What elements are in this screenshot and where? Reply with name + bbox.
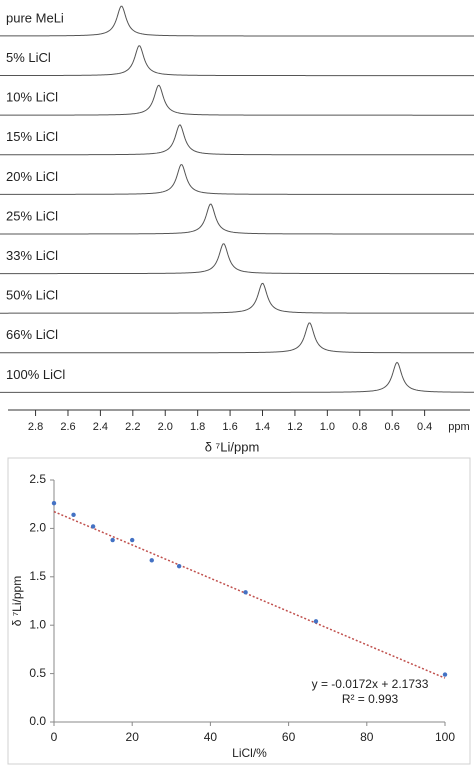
x-tick-label: 100: [435, 730, 455, 744]
x-tick-label: 40: [204, 730, 218, 744]
x-axis-title: LiCl/%: [232, 746, 267, 760]
x-tick-label: 2.2: [125, 421, 140, 433]
spectrum-label: 50% LiCl: [6, 288, 58, 303]
x-axis-title: δ ⁷Li/ppm: [205, 439, 260, 454]
data-point: [71, 512, 76, 518]
x-tick-label: 0.8: [352, 421, 367, 433]
data-point: [243, 590, 248, 595]
y-tick-label: 0.0: [29, 714, 46, 728]
plot-frame: [7, 457, 471, 765]
x-tick-label: 2.6: [60, 421, 75, 433]
y-tick-label: 1.0: [29, 617, 46, 631]
data-point: [313, 619, 319, 624]
x-tick-label: 60: [282, 730, 296, 744]
spectrum-label: 100% LiCl: [6, 367, 65, 382]
x-tick-label: 1.2: [287, 421, 302, 433]
data-point: [90, 524, 96, 529]
y-axis-title: δ ⁷Li/ppm: [10, 576, 24, 626]
x-tick-label: 80: [360, 730, 374, 744]
trendline-r2: R² = 0.993: [342, 692, 399, 706]
spectrum-label: 25% LiCl: [6, 208, 58, 223]
x-tick-label: 1.4: [255, 421, 270, 433]
spectrum-label: 5% LiCl: [6, 50, 51, 65]
trendline: [53, 510, 446, 679]
spectrum: [0, 45, 474, 77]
spectrum-label: 20% LiCl: [6, 169, 58, 184]
data-point: [176, 563, 182, 569]
x-tick-label: 2.4: [93, 421, 108, 433]
data-point: [110, 537, 115, 543]
spectrum-label: 66% LiCl: [6, 327, 58, 342]
y-tick-label: 2.0: [29, 521, 46, 535]
x-tick-label: 2.8: [28, 421, 43, 433]
trendline-equation: y = -0.0172x + 2.1733: [312, 677, 429, 691]
spectrum-label: 10% LiCl: [6, 90, 58, 105]
spectrum: [0, 322, 474, 354]
spectrum: [0, 361, 474, 393]
x-tick-label: 2.0: [158, 421, 173, 433]
spectrum: [0, 124, 474, 156]
data-point: [442, 672, 448, 677]
spectrum: [0, 203, 474, 235]
y-tick-label: 2.5: [29, 472, 46, 486]
x-tick-label: 1.6: [222, 421, 237, 433]
y-tick-label: 1.5: [29, 569, 46, 583]
spectrum-label: 15% LiCl: [6, 129, 58, 144]
spectrum-label: pure MeLi: [6, 10, 64, 25]
x-tick-label: 0.4: [417, 421, 432, 433]
x-tick-label: 1.8: [190, 421, 205, 433]
x-tick-label: 20: [126, 730, 140, 744]
spectrum: [0, 243, 474, 275]
x-tick-label: 0: [51, 730, 58, 744]
y-tick-label: 0.5: [29, 666, 46, 680]
spectrum: [0, 282, 474, 314]
data-point: [149, 558, 154, 563]
x-tick-label: 0.6: [385, 421, 400, 433]
data-point: [51, 501, 57, 506]
x-tick-label: 1.0: [320, 421, 335, 433]
data-point: [130, 537, 135, 543]
x-unit: ppm: [448, 421, 469, 433]
spectrum: [0, 5, 474, 37]
spectrum-label: 33% LiCl: [6, 248, 58, 263]
spectrum: [0, 164, 474, 195]
spectrum: [0, 84, 474, 116]
